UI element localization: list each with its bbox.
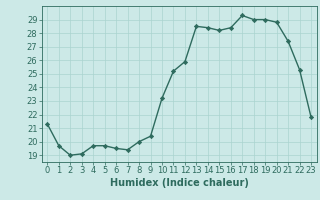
X-axis label: Humidex (Indice chaleur): Humidex (Indice chaleur) (110, 178, 249, 188)
